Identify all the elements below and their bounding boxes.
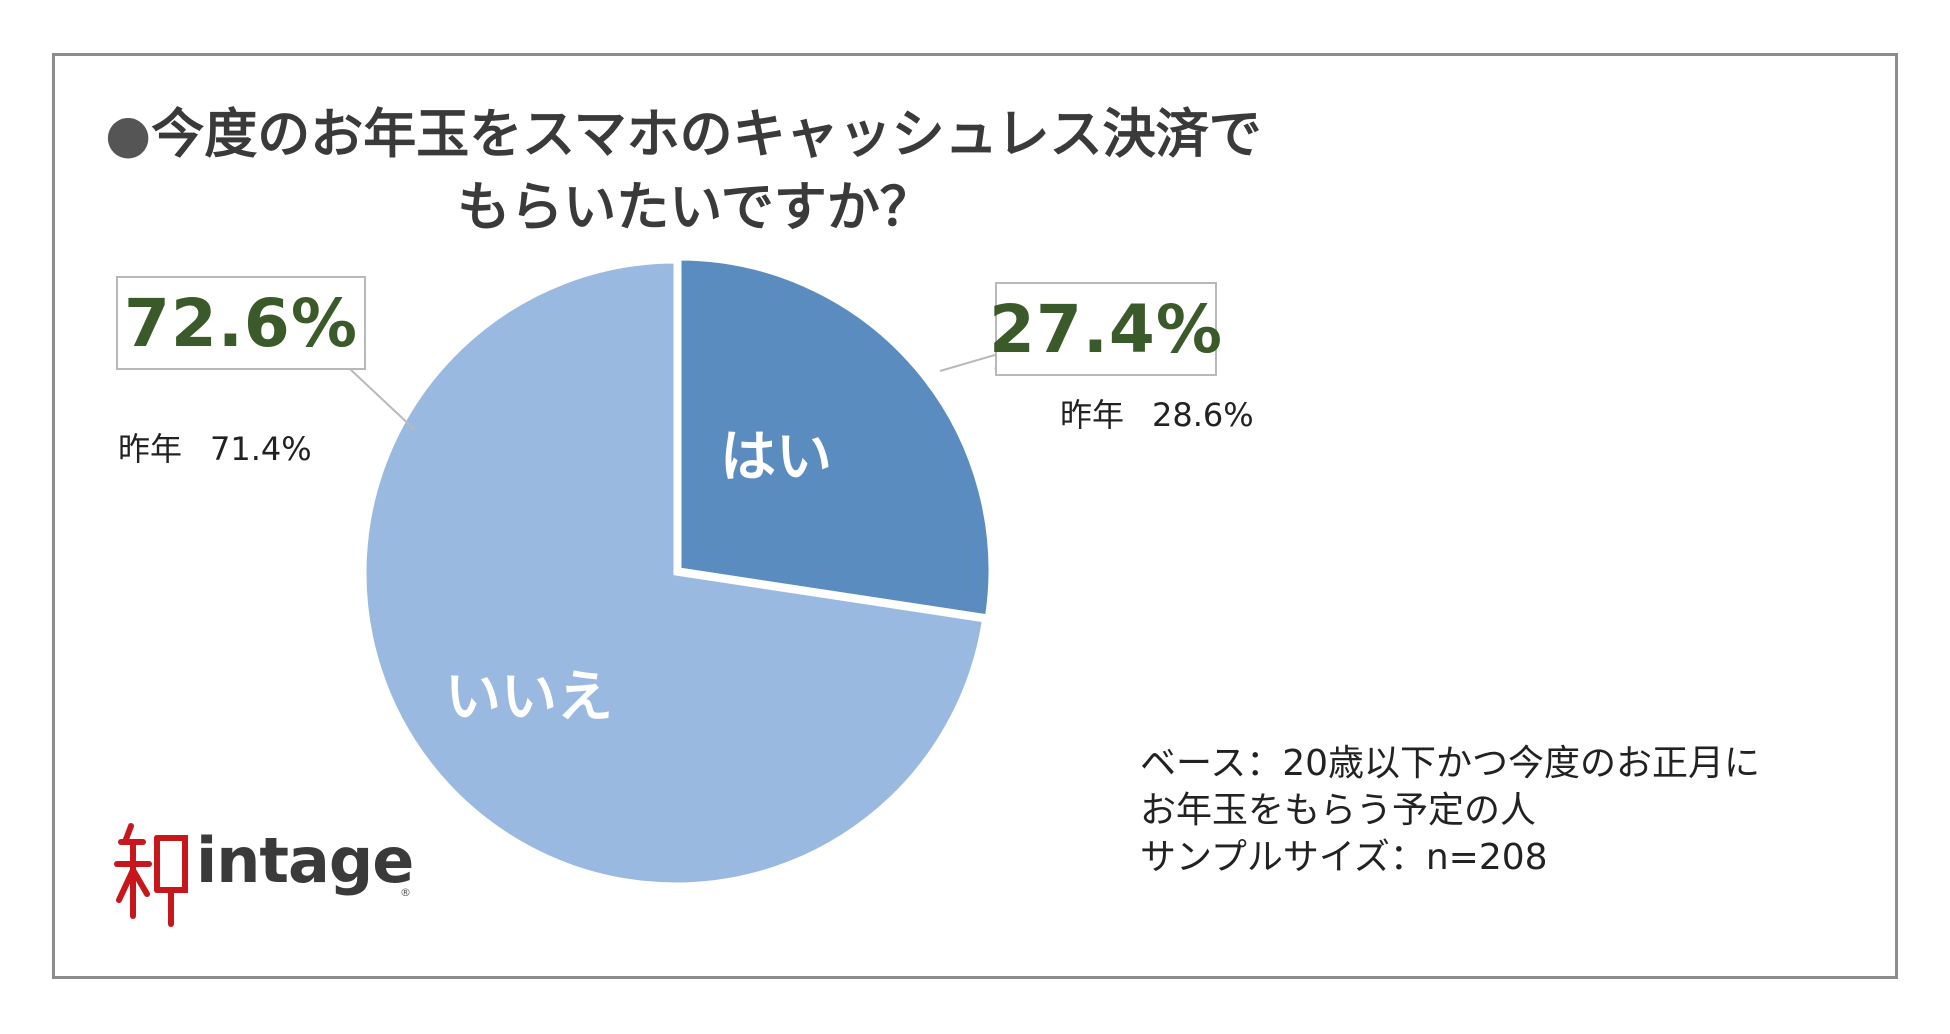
note-line-3: サンプルサイズ：n=208: [1140, 837, 1548, 878]
value-label-no: 72.6%: [116, 276, 366, 370]
pie-slice-no: [361, 258, 988, 888]
title-line-1: ●今度のお年玉をスマホのキャッシュレス決済で: [105, 104, 1262, 165]
logo-mark-icon: [114, 823, 188, 927]
note-line-2: お年玉をもらう予定の人: [1140, 790, 1537, 831]
note-line-1: ベース：20歳以下かつ今度のお正月に: [1140, 743, 1761, 784]
previous-year-no: 昨年 71.4%: [118, 430, 312, 468]
value-label-yes: 27.4%: [989, 282, 1222, 376]
slice-label-yes: はい: [720, 425, 832, 490]
previous-year-yes: 昨年 28.6%: [1060, 396, 1254, 434]
intage-logo: intage ®: [113, 820, 433, 930]
chart-title: ●今度のお年玉をスマホのキャッシュレス決済で もらいたいですか？: [105, 98, 1285, 244]
pie-slice-yes: [676, 255, 994, 620]
title-line-2: もらいたいですか？: [457, 177, 933, 238]
bullet-icon: ●: [105, 104, 152, 165]
slice-label-no: いいえ: [445, 665, 613, 730]
logo-text: intage: [196, 824, 414, 897]
sample-note: ベース：20歳以下かつ今度のお正月に お年玉をもらう予定の人 サンプルサイズ：n…: [1140, 740, 1760, 881]
registered-mark: ®: [400, 886, 411, 899]
